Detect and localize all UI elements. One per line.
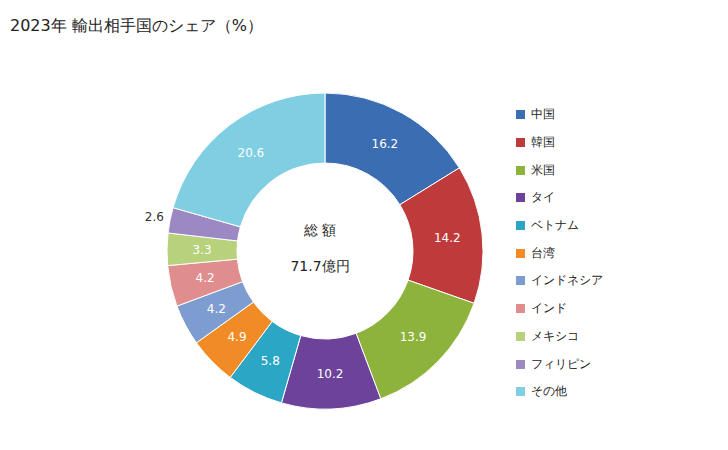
svg-text:4.2: 4.2 xyxy=(207,302,226,316)
html-text:ベトナム: ベトナム xyxy=(531,218,579,233)
html-text:71.7億円: 71.7億円 xyxy=(290,258,350,274)
svg-text:20.6: 20.6 xyxy=(238,146,265,160)
svg-text:4.9: 4.9 xyxy=(227,330,246,344)
svg-text:3.3: 3.3 xyxy=(192,243,211,257)
svg-text:10.2: 10.2 xyxy=(317,367,344,381)
html-text:台湾: 台湾 xyxy=(531,245,555,260)
svg-text:2.6: 2.6 xyxy=(145,210,164,224)
html-text:メキシコ: メキシコ xyxy=(531,328,579,343)
svg-text:14.2: 14.2 xyxy=(434,231,461,245)
html-text:タイ: タイ xyxy=(531,190,555,205)
svg-text:4.2: 4.2 xyxy=(196,271,215,285)
html-text:インドネシア: インドネシア xyxy=(531,273,603,288)
svg-text:16.2: 16.2 xyxy=(372,137,399,151)
html-text:韓国: 韓国 xyxy=(531,135,555,149)
html-text:その他: その他 xyxy=(531,384,567,399)
html-text:総 額: 総 額 xyxy=(303,222,337,238)
html-text:インド: インド xyxy=(531,301,567,316)
html-text:フィリピン: フィリピン xyxy=(531,356,591,371)
html-text:米国: 米国 xyxy=(531,162,555,177)
html-text:2023年 輸出相手国のシェア（%）: 2023年 輸出相手国のシェア（%） xyxy=(10,16,263,35)
svg-text:13.9: 13.9 xyxy=(400,330,427,344)
svg-text:5.8: 5.8 xyxy=(261,354,280,368)
html-text:中国: 中国 xyxy=(531,107,555,122)
